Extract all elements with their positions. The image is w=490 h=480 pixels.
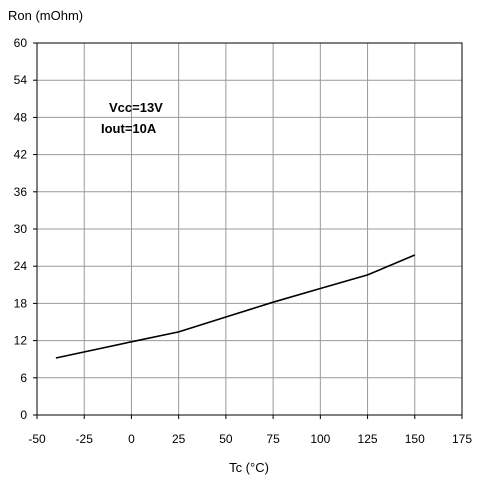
y-tick-label: 24 (14, 259, 28, 273)
x-tick-label: -50 (28, 432, 46, 446)
grid (37, 43, 462, 415)
y-tick-label: 30 (14, 222, 28, 236)
y-tick-label: 18 (14, 296, 28, 310)
x-tick-label: 50 (219, 432, 233, 446)
x-tick-label: 0 (128, 432, 135, 446)
tick-labels: -50 -25 0 25 50 75 100 125 150 175 0 6 12 18 24 30 36 42 4… (14, 36, 473, 446)
y-tick-label: 42 (14, 148, 28, 162)
x-tick-label: 25 (172, 432, 186, 446)
y-tick-label: 60 (14, 36, 28, 50)
y-axis-title: Ron (mOhm) (8, 8, 83, 23)
annotation-iout: Iout=10A (101, 121, 157, 136)
series-line (55, 254, 416, 359)
y-tick-label: 6 (20, 371, 27, 385)
y-tick-label: 54 (14, 73, 28, 87)
annotation-box: Vcc=13V Iout=10A (101, 100, 163, 136)
y-tick-label: 0 (20, 408, 27, 422)
x-tick-label: 150 (405, 432, 425, 446)
y-tick-label: 36 (14, 185, 28, 199)
x-tick-label: 75 (266, 432, 280, 446)
x-tick-label: 175 (452, 432, 472, 446)
y-tick-label: 48 (14, 110, 28, 124)
y-tick-label: 12 (14, 334, 28, 348)
x-axis-title: Tc (°C) (229, 460, 269, 475)
annotation-vcc: Vcc=13V (109, 100, 163, 115)
x-tick-label: 125 (358, 432, 378, 446)
series-layer (55, 254, 416, 359)
x-tick-label: -25 (76, 432, 94, 446)
x-tick-label: 100 (310, 432, 330, 446)
